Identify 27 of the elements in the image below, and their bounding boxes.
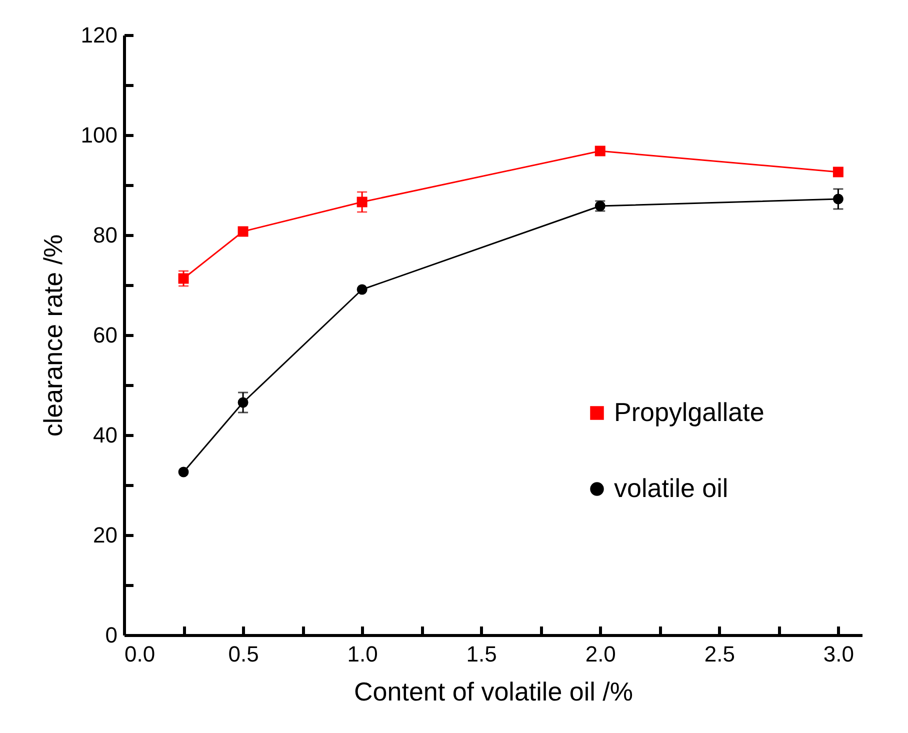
y-axis-title: clearance rate /% <box>38 234 68 437</box>
x-tick-label: 2.0 <box>585 642 616 666</box>
y-tick-label: 80 <box>93 222 118 248</box>
point <box>238 397 248 408</box>
point <box>178 273 189 284</box>
x-tick-label: 1.0 <box>347 642 378 666</box>
x-axis-title: Content of volatile oil /% <box>354 676 633 706</box>
x-tick-label: 1.5 <box>466 642 497 666</box>
x-tick-label: 3.0 <box>823 642 854 666</box>
legend-label: Propylgallate <box>614 397 764 427</box>
y-tick-label: 100 <box>80 122 118 148</box>
point <box>832 166 844 178</box>
y-tick-label: 20 <box>93 522 118 548</box>
x-tick-label: 2.5 <box>704 642 735 666</box>
point <box>356 284 368 295</box>
point <box>832 194 844 204</box>
point <box>178 466 189 478</box>
x-tick-label: 0.5 <box>228 642 259 666</box>
point <box>594 146 606 156</box>
point <box>356 196 368 208</box>
point <box>238 226 248 237</box>
y-tick-label: 60 <box>93 322 118 348</box>
y-tick-label: 40 <box>93 422 118 448</box>
y-tick-label: 120 <box>80 22 118 48</box>
x-tick-label: 0.0 <box>124 642 156 666</box>
y-tick-label: 0 <box>105 622 118 648</box>
legend-label: volatile oil <box>614 473 728 503</box>
